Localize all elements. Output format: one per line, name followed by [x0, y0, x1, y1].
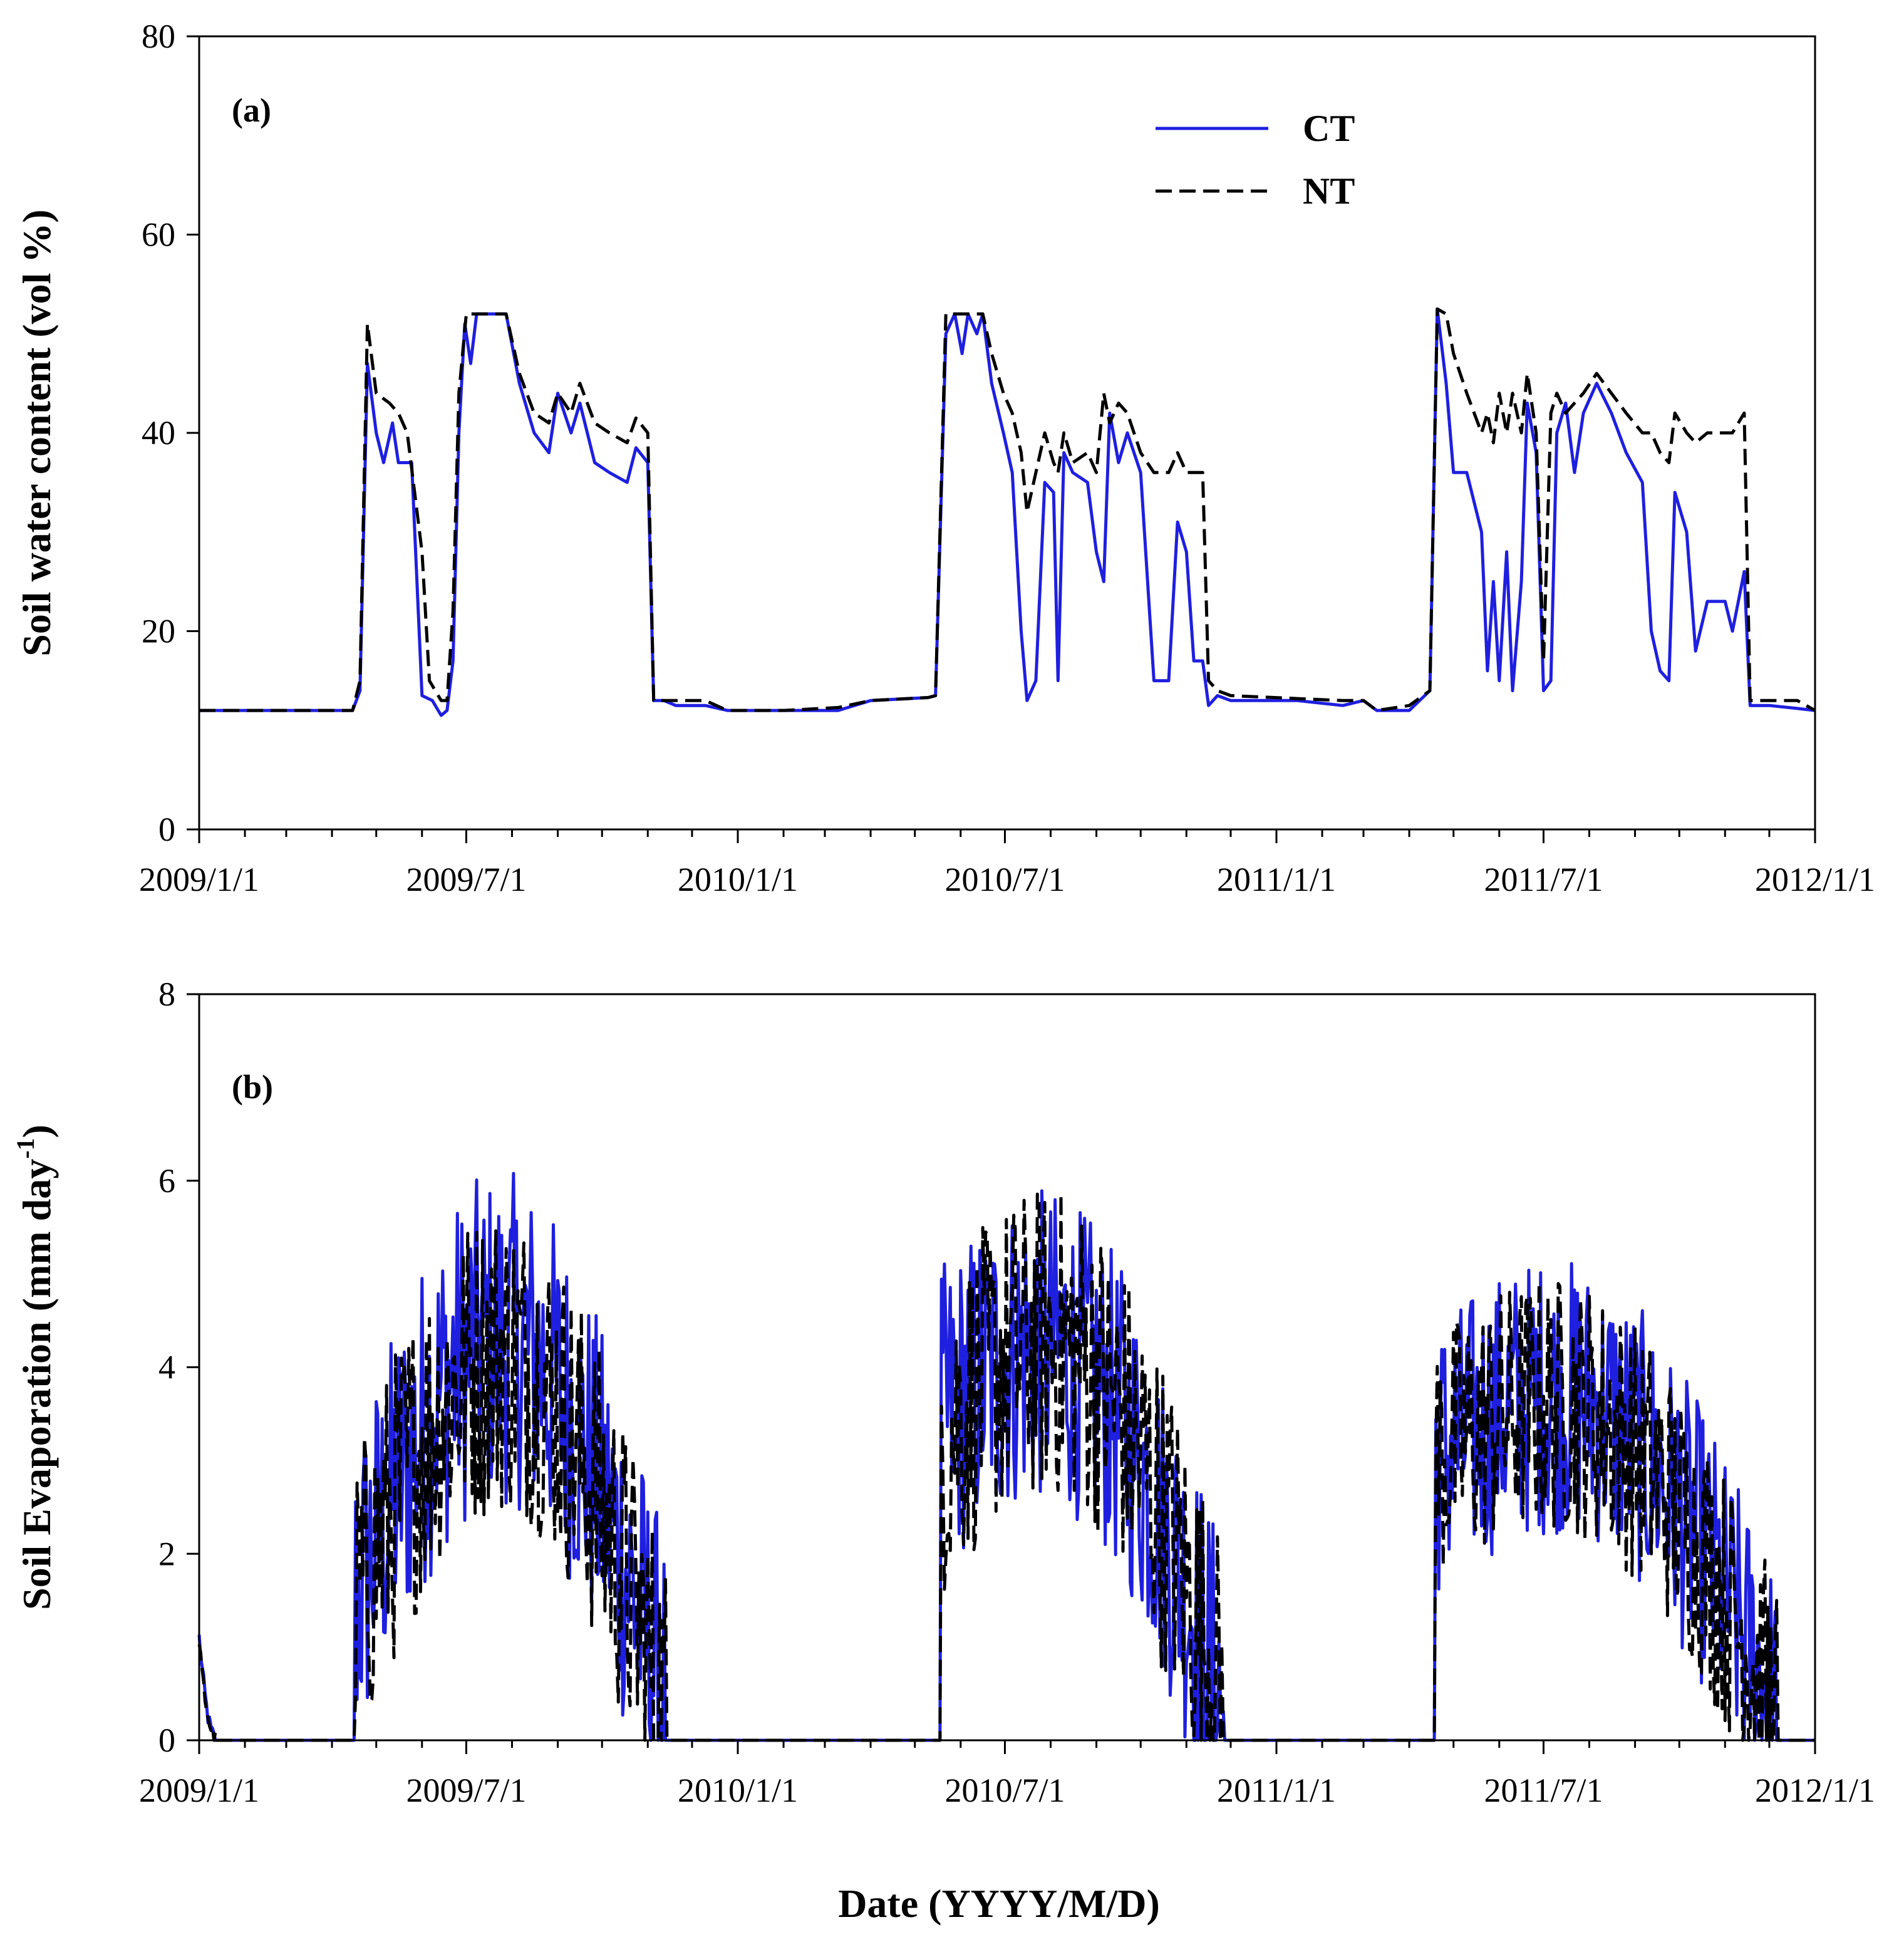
legend-label-ct: CT [1303, 108, 1355, 149]
x-axis-b: 2009/1/1 2009/7/1 2010/1/1 2010/7/1 2011/1/1… [139, 1740, 1875, 1809]
x-tick-label: 2011/1/1 [1217, 861, 1336, 898]
y-tick-label: 0 [158, 811, 175, 848]
x-tick-label: 2012/1/1 [1755, 861, 1875, 898]
y-tick-label: 80 [142, 18, 175, 55]
x-tick-label: 2009/1/1 [139, 861, 259, 898]
x-tick-label: 2011/7/1 [1484, 861, 1603, 898]
series-line-nt [197, 1192, 1816, 1742]
x-tick-label: 2009/7/1 [406, 1772, 526, 1809]
series-line-ct [199, 307, 1816, 717]
legend-label-nt: NT [1303, 170, 1355, 212]
shared-x-axis-title: Date (YYYY/M/D) [838, 1881, 1160, 1926]
x-tick-label: 2009/7/1 [406, 861, 526, 898]
y-axis-title-b: Soil Evaporation (mm day-1) [11, 1124, 59, 1610]
x-tick-label: 2010/1/1 [678, 1772, 798, 1809]
y-tick-label: 4 [158, 1349, 175, 1386]
y-tick-label: 40 [142, 414, 175, 452]
y-axis-title-a: Soil water content (vol %) [14, 209, 59, 656]
y-tick-label: 0 [158, 1721, 175, 1759]
x-tick-label: 2012/1/1 [1755, 1772, 1875, 1809]
series-line-nt [199, 307, 1816, 712]
x-tick-label: 2010/1/1 [678, 861, 798, 898]
panel-a-soil-water-content: 2009/1/1 2009/7/1 2010/1/1 2010/7/1 2011/1/1… [14, 18, 1875, 898]
plot-area-a [199, 307, 1816, 717]
panel-label-a: (a) [232, 91, 271, 129]
x-tick-label: 2011/1/1 [1217, 1772, 1336, 1809]
y-tick-label: 6 [158, 1162, 175, 1200]
y-tick-label: 2 [158, 1535, 175, 1572]
x-tick-label: 2009/1/1 [139, 1772, 259, 1809]
y-axis-a: 0 20 40 60 80 [142, 18, 199, 848]
x-axis-a: 2009/1/1 2009/7/1 2010/1/1 2010/7/1 2011/1/1… [139, 829, 1875, 898]
panel-label-b: (b) [232, 1068, 273, 1106]
x-tick-label: 2010/7/1 [944, 1772, 1065, 1809]
plot-frame-a [198, 35, 1816, 831]
plot-area-b [197, 1171, 1816, 1742]
x-tick-label: 2011/7/1 [1484, 1772, 1603, 1809]
y-axis-b: 0 2 4 6 8 [158, 975, 199, 1759]
panel-b-soil-evaporation: 2009/1/1 2009/7/1 2010/1/1 2010/7/1 2011/1/1… [11, 975, 1875, 1809]
y-tick-label: 60 [142, 216, 175, 254]
y-tick-label: 8 [158, 975, 175, 1013]
y-tick-label: 20 [142, 613, 175, 650]
x-tick-label: 2010/7/1 [944, 861, 1065, 898]
legend: CT NT [1156, 108, 1355, 212]
